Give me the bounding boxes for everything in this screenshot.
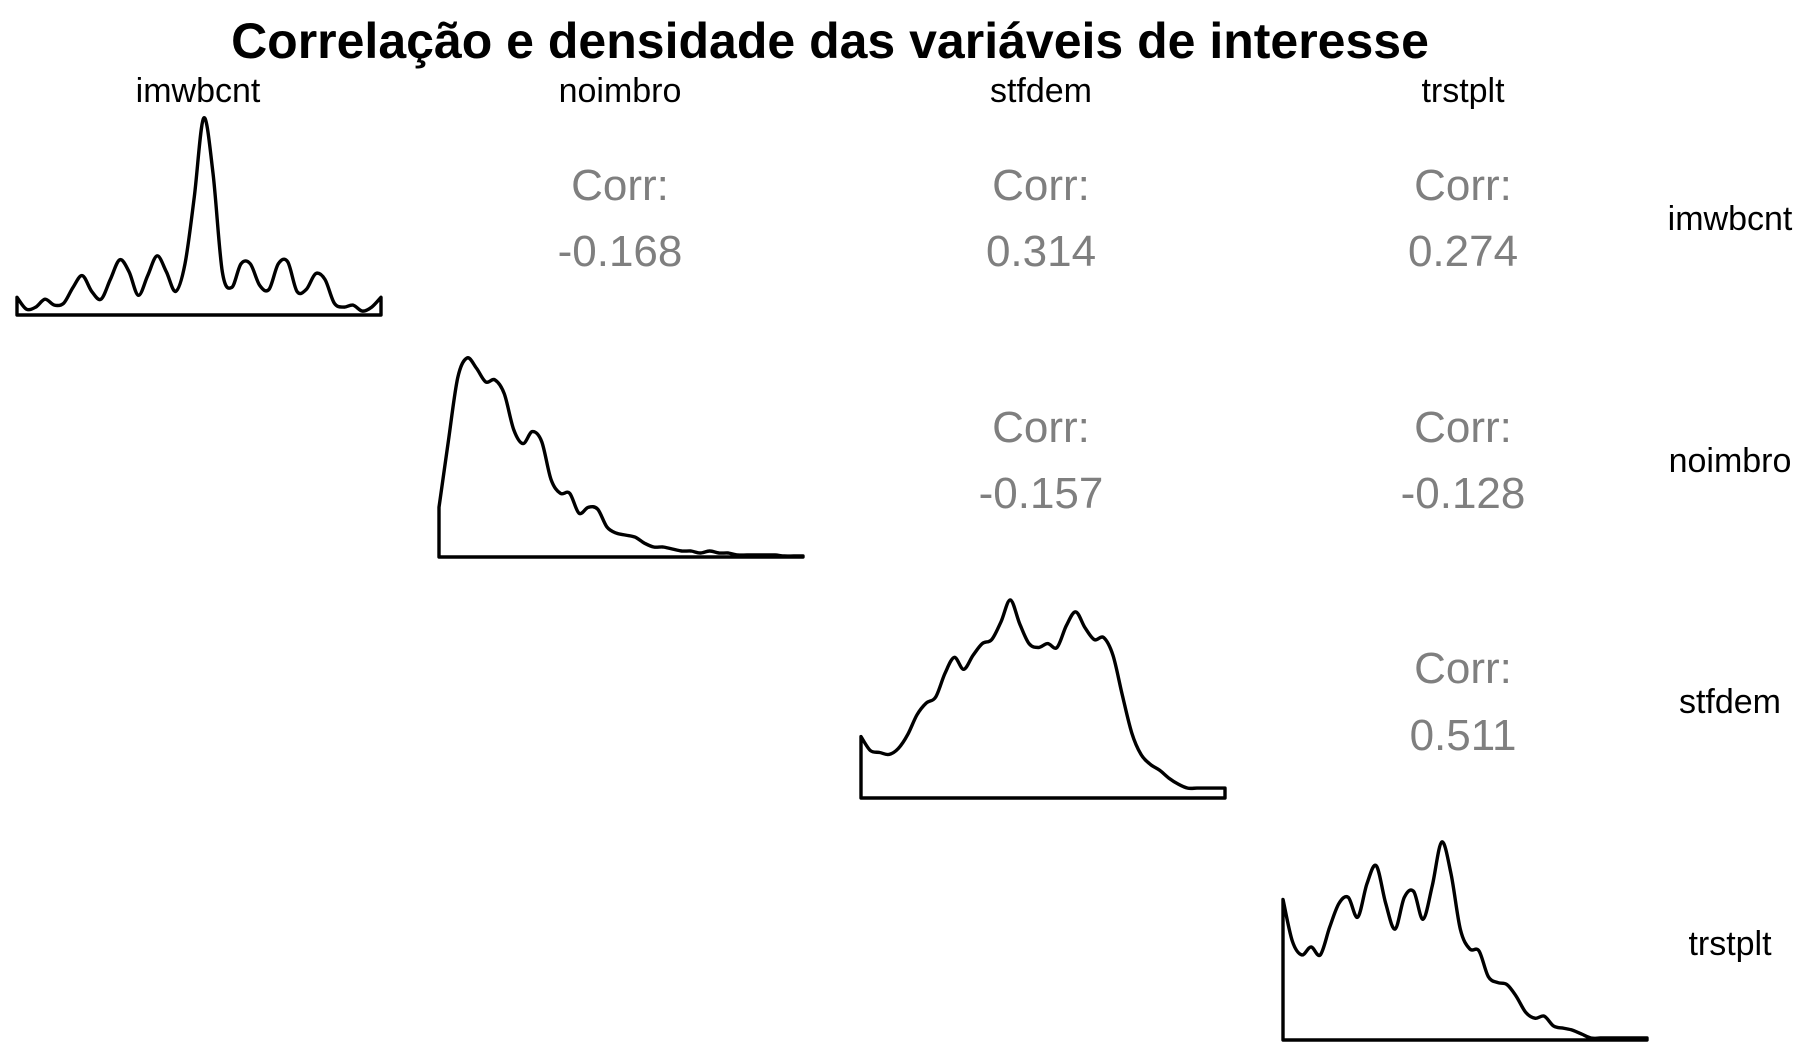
corr-value-imwbcnt-stfdem: 0.314 xyxy=(986,227,1096,276)
column-label-noimbro: noimbro xyxy=(559,72,682,110)
column-label-imwbcnt: imwbcnt xyxy=(136,72,261,110)
row-label-trstplt: trstplt xyxy=(1688,925,1772,963)
density-curve-stfdem xyxy=(859,598,1227,800)
correlation-cells: Corr: -0.168 Corr: 0.314 Corr: 0.274 Cor… xyxy=(558,161,1526,760)
corr-value-imwbcnt-trstplt: 0.274 xyxy=(1408,227,1518,276)
corr-value-imwbcnt-noimbro: -0.168 xyxy=(558,227,683,276)
corr-label-imwbcnt-stfdem: Corr: xyxy=(992,161,1090,210)
corr-label-noimbro-stfdem: Corr: xyxy=(992,403,1090,452)
corr-value-noimbro-trstplt: -0.128 xyxy=(1401,469,1526,518)
corr-label-imwbcnt-noimbro: Corr: xyxy=(571,161,669,210)
row-label-imwbcnt: imwbcnt xyxy=(1668,200,1793,238)
density-curve-imwbcnt xyxy=(15,116,383,317)
corr-value-noimbro-stfdem: -0.157 xyxy=(979,469,1104,518)
corr-label-noimbro-trstplt: Corr: xyxy=(1414,403,1512,452)
column-label-trstplt: trstplt xyxy=(1421,72,1505,110)
corr-label-stfdem-trstplt: Corr: xyxy=(1414,644,1512,693)
row-label-noimbro: noimbro xyxy=(1669,442,1792,480)
corr-label-imwbcnt-trstplt: Corr: xyxy=(1414,161,1512,210)
density-curve-noimbro xyxy=(437,356,805,559)
density-curve-trstplt xyxy=(1281,840,1649,1042)
row-label-stfdem: stfdem xyxy=(1679,683,1781,721)
chart-title: Correlação e densidade das variáveis de … xyxy=(231,13,1429,69)
column-label-stfdem: stfdem xyxy=(990,72,1092,110)
corr-value-stfdem-trstplt: 0.511 xyxy=(1410,711,1517,760)
density-panels xyxy=(15,116,1649,1042)
